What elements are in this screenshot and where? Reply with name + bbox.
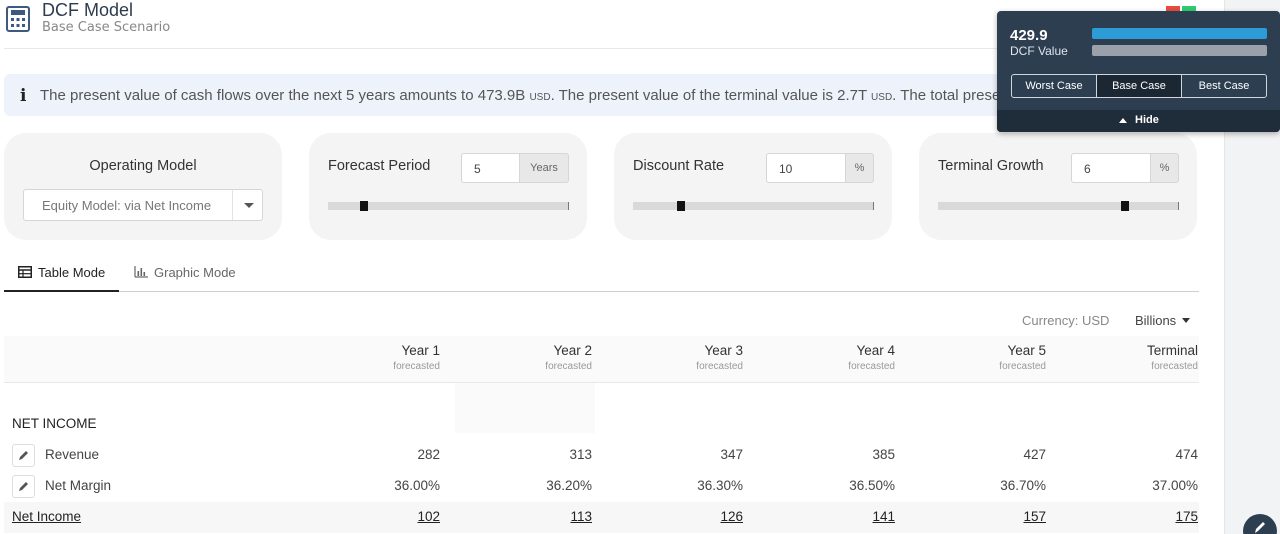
- dcf-value: 429.9: [1010, 27, 1048, 44]
- edit-icon: [1255, 522, 1265, 533]
- discount-rate-slider[interactable]: [633, 201, 874, 211]
- chevron-down-icon: [244, 203, 254, 208]
- currency-label: Currency: USD: [1022, 313, 1110, 328]
- column-header-year-4: Year 4 forecasted: [848, 343, 895, 372]
- table-cell: 427: [1023, 447, 1046, 462]
- table-cell: 313: [569, 447, 592, 462]
- units-dropdown[interactable]: Billions: [1135, 313, 1191, 328]
- table-row-net-income-total: Net Income 102 113 126 141 157 175: [4, 502, 1199, 533]
- page-subtitle: Base Case Scenario: [42, 20, 171, 35]
- bar-chart-icon: [134, 266, 148, 278]
- table-cell: 474: [1175, 447, 1198, 462]
- discount-rate-unit: %: [845, 153, 874, 183]
- select-divider: [232, 190, 233, 220]
- discount-rate-card: Discount Rate 10 %: [614, 133, 892, 240]
- row-label: Revenue: [45, 447, 100, 462]
- dcf-value-bar: [1092, 28, 1267, 39]
- hide-label: Hide: [1135, 114, 1159, 126]
- table-cell-link[interactable]: 157: [1023, 509, 1046, 524]
- forecast-period-input[interactable]: 5: [461, 153, 519, 183]
- caret-down-icon: [1182, 318, 1191, 323]
- terminal-growth-unit: %: [1150, 153, 1179, 183]
- discount-rate-input[interactable]: 10: [766, 153, 845, 183]
- table-cell-link[interactable]: 102: [417, 509, 440, 524]
- banner-text: The present value of cash flows over the…: [40, 87, 1045, 104]
- operating-model-value: Equity Model: via Net Income: [42, 198, 212, 213]
- net-income-link[interactable]: Net Income: [12, 509, 82, 524]
- table-cell-link[interactable]: 175: [1175, 509, 1198, 524]
- terminal-growth-slider[interactable]: [938, 201, 1179, 211]
- forecast-period-card: Forecast Period 5 Years: [309, 133, 587, 240]
- forecast-period-slider-handle[interactable]: [360, 201, 368, 211]
- table-cell: 36.70%: [1000, 478, 1046, 493]
- terminal-growth-input[interactable]: 6: [1071, 153, 1150, 183]
- column-header-year-3: Year 3 forecasted: [696, 343, 743, 372]
- table-cell-link[interactable]: 126: [720, 509, 743, 524]
- units-value: Billions: [1135, 313, 1177, 328]
- status-indicator-red: [1166, 6, 1180, 11]
- section-net-income: NET INCOME: [12, 416, 97, 431]
- tab-graphic-mode-label: Graphic Mode: [154, 265, 236, 280]
- dcf-value-panel: 429.9 DCF Value Worst Case Base Case Bes…: [997, 11, 1280, 132]
- worst-case-button[interactable]: Worst Case: [1011, 74, 1097, 98]
- table-cell: 36.00%: [394, 478, 440, 493]
- tab-table-mode[interactable]: Table Mode: [4, 256, 119, 292]
- table-row-net-margin: Net Margin 36.00% 36.20% 36.30% 36.50% 3…: [4, 471, 1199, 502]
- status-indicator-green: [1182, 6, 1196, 11]
- chat-button[interactable]: [1243, 514, 1277, 534]
- table-cell: 36.30%: [697, 478, 743, 493]
- table-cell: 347: [720, 447, 743, 462]
- view-mode-tabs: Table Mode Graphic Mode: [4, 256, 1199, 292]
- dcf-value-label: DCF Value: [1010, 44, 1068, 58]
- table-cell-link[interactable]: 113: [570, 509, 592, 524]
- row-label: Net Margin: [45, 478, 112, 493]
- pencil-icon: [19, 451, 28, 460]
- table-header: Year 1 forecasted Year 2 forecasted Year 3…: [4, 336, 1199, 383]
- page-header: DCF Model Base Case Scenario: [0, 0, 1224, 50]
- operating-model-select[interactable]: Equity Model: via Net Income: [23, 189, 263, 221]
- table-cell-link[interactable]: 141: [872, 509, 895, 524]
- terminal-growth-title: Terminal Growth: [938, 158, 1044, 174]
- tab-table-mode-label: Table Mode: [38, 265, 106, 280]
- header-divider: [4, 48, 1199, 49]
- edit-revenue-button[interactable]: [12, 444, 35, 467]
- forecast-period-slider[interactable]: [328, 201, 569, 211]
- info-icon: i: [20, 86, 27, 106]
- page-title: DCF Model: [42, 0, 134, 20]
- terminal-growth-slider-handle[interactable]: [1121, 201, 1129, 211]
- dcf-reference-bar: [1092, 45, 1267, 56]
- table-row-revenue: Revenue 282 313 347 385 427 474: [4, 440, 1199, 471]
- edit-net-margin-button[interactable]: [12, 475, 35, 498]
- table-icon: [18, 266, 32, 278]
- terminal-growth-card: Terminal Growth 6 %: [919, 133, 1197, 240]
- tab-graphic-mode[interactable]: Graphic Mode: [134, 256, 254, 292]
- pencil-icon: [19, 482, 28, 491]
- calculator-icon: [6, 6, 30, 32]
- best-case-button[interactable]: Best Case: [1181, 74, 1267, 98]
- table-cell: 282: [417, 447, 440, 462]
- table-cell: 385: [872, 447, 895, 462]
- table-cell: 36.50%: [849, 478, 895, 493]
- table-cell: 37.00%: [1152, 478, 1198, 493]
- operating-model-card: Operating Model Equity Model: via Net In…: [4, 133, 282, 240]
- caret-up-icon: [1119, 118, 1127, 123]
- column-header-year-5: Year 5 forecasted: [999, 343, 1046, 372]
- operating-model-title: Operating Model: [89, 158, 197, 174]
- table-cell: 36.20%: [546, 478, 592, 493]
- column-header-year-2: Year 2 forecasted: [545, 343, 592, 372]
- base-case-button[interactable]: Base Case: [1096, 74, 1182, 98]
- column-header-year-1: Year 1 forecasted: [393, 343, 440, 372]
- forecast-period-unit: Years: [519, 153, 569, 183]
- column-header-terminal: Terminal forecasted: [1146, 343, 1198, 372]
- forecast-period-title: Forecast Period: [328, 158, 431, 174]
- column-shade: [455, 383, 595, 433]
- discount-rate-slider-handle[interactable]: [677, 201, 685, 211]
- hide-panel-button[interactable]: Hide: [997, 110, 1280, 132]
- discount-rate-title: Discount Rate: [633, 158, 725, 174]
